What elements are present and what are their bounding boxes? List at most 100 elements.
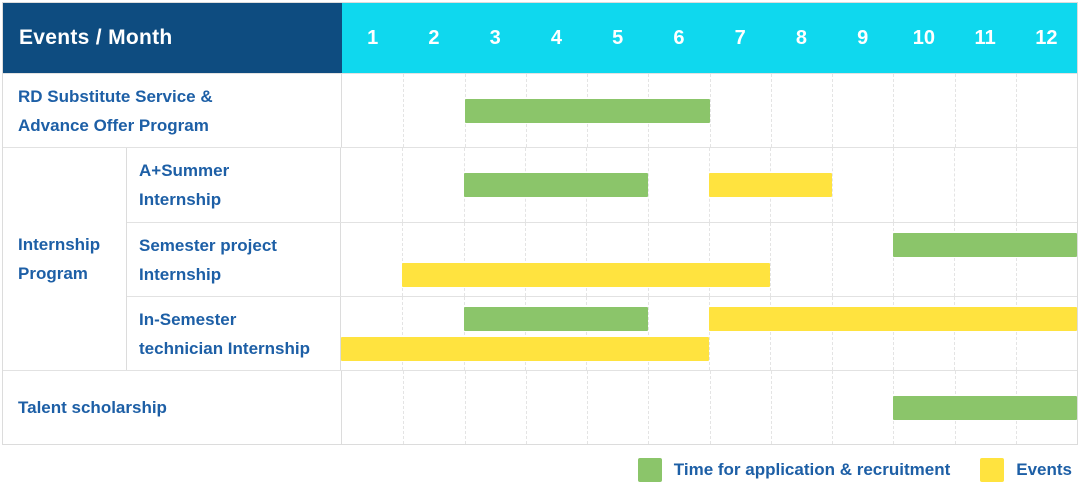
month-gridline — [893, 223, 894, 296]
bar-events — [402, 263, 771, 287]
month-gridline — [586, 297, 588, 370]
month-gridline — [1015, 223, 1017, 296]
group-label-line: Internship — [18, 235, 101, 254]
page-title: Events / Month — [19, 26, 173, 49]
legend-label-application-recruitment: Time for application & recruitment — [673, 460, 951, 479]
bar-events — [709, 173, 832, 197]
month-gridline — [464, 371, 466, 444]
month-gridline — [954, 148, 956, 222]
yellow-swatch-icon — [980, 458, 1005, 482]
month-gridline — [893, 74, 895, 147]
month-label: 2 — [428, 26, 440, 49]
row-label-a-plus-summer: A+Summer Internship — [127, 148, 341, 222]
legend-item-application-recruitment: Time for application & recruitment — [637, 458, 951, 482]
row-label-line: In-Semester — [139, 309, 237, 329]
row-label-line: Talent scholarship — [18, 398, 167, 417]
month-gridline — [1015, 74, 1017, 147]
bar-application-recruitment — [893, 396, 1077, 420]
bar-application-recruitment — [463, 307, 648, 331]
month-gridline — [770, 297, 772, 370]
month-gridline — [403, 371, 405, 444]
month-gridline — [893, 297, 894, 370]
month-gridline — [954, 223, 956, 296]
month-gridline — [893, 148, 894, 222]
group-label-line: Program — [18, 264, 88, 283]
group-label-internship-program: Internship Program — [3, 148, 127, 370]
row-label-line: A+Summer — [139, 161, 230, 180]
header-row: Events / Month 1 2 3 4 5 6 7 8 9 10 11 12 — [3, 3, 1077, 73]
month-gridline — [402, 297, 404, 370]
month-gridline — [831, 297, 833, 370]
month-gridline — [586, 223, 588, 296]
month-gridline — [954, 297, 956, 370]
month-gridline — [402, 223, 404, 296]
bar-events — [341, 337, 709, 361]
months-header: 1 2 3 4 5 6 7 8 9 10 11 12 — [342, 3, 1077, 73]
month-gridline — [831, 223, 833, 296]
month-gridline — [525, 371, 527, 444]
row-chart-semester-project — [341, 223, 1077, 296]
events-month-header-cell: Events / Month — [3, 3, 342, 73]
month-label: 11 — [974, 26, 996, 49]
row-a-plus-summer: A+Summer Internship — [127, 148, 1077, 222]
month-gridline — [770, 223, 772, 296]
month-gridline — [525, 223, 526, 296]
month-label: 9 — [857, 26, 869, 49]
month-gridline — [832, 74, 833, 147]
month-gridline — [832, 371, 833, 444]
green-swatch-icon — [637, 458, 662, 482]
month-label: 6 — [673, 26, 685, 49]
legend-item-events: Events — [980, 458, 1072, 482]
row-label-line: technician Internship — [139, 338, 310, 358]
row-label-line: Semester project — [139, 235, 277, 255]
row-semester-project: Semester project Internship — [127, 222, 1077, 296]
row-rd-substitute: RD Substitute Service & Advance Offer Pr… — [3, 73, 1077, 147]
month-gridline — [648, 371, 650, 444]
row-chart-talent-scholarship — [342, 371, 1077, 444]
month-gridline — [954, 74, 956, 147]
month-gridline — [402, 148, 404, 222]
row-label-line: RD Substitute Service & — [18, 86, 213, 106]
bar-events — [709, 307, 1077, 331]
internship-program-rows: A+Summer Internship Semester project Int… — [127, 148, 1077, 370]
row-label-semester-project: Semester project Internship — [127, 223, 341, 296]
month-label: 10 — [912, 26, 935, 49]
bar-application-recruitment — [463, 173, 648, 197]
month-label: 3 — [489, 26, 501, 49]
row-label-line: Internship — [139, 190, 222, 209]
schedule-table: Events / Month 1 2 3 4 5 6 7 8 9 10 11 12 RD Substi… — [2, 2, 1078, 445]
legend-label-events: Events — [1016, 460, 1072, 479]
row-in-semester-technician: In-Semester technician Internship — [127, 296, 1077, 370]
month-gridline — [1015, 297, 1017, 370]
month-gridline — [647, 223, 649, 296]
row-label-talent-scholarship: Talent scholarship — [3, 371, 342, 444]
bar-application-recruitment — [464, 99, 710, 123]
month-gridline — [647, 297, 649, 370]
month-gridline — [709, 223, 710, 296]
month-gridline — [463, 297, 465, 370]
row-label-line: Advance Offer Program — [18, 115, 209, 135]
month-gridline — [709, 371, 711, 444]
month-label: 12 — [1035, 26, 1058, 49]
month-label: 4 — [550, 26, 562, 49]
month-gridline — [831, 148, 833, 222]
bar-application-recruitment — [893, 233, 1077, 257]
month-label: 5 — [612, 26, 624, 49]
row-chart-a-plus-summer — [341, 148, 1077, 222]
row-label-in-semester-technician: In-Semester technician Internship — [127, 297, 341, 370]
month-gridline — [525, 297, 526, 370]
month-label: 7 — [734, 26, 746, 49]
row-label-rd-substitute: RD Substitute Service & Advance Offer Pr… — [3, 74, 342, 147]
legend: Time for application & recruitment Event… — [637, 458, 1072, 482]
month-label: 8 — [795, 26, 807, 49]
row-label-line: Internship — [139, 264, 222, 284]
month-gridline — [647, 148, 649, 222]
month-gridline — [770, 371, 772, 444]
month-gridline — [709, 74, 711, 147]
month-gridline — [587, 371, 588, 444]
month-gridline — [463, 223, 465, 296]
month-gridline — [403, 74, 405, 147]
month-gridline — [709, 297, 710, 370]
month-label: 1 — [367, 26, 379, 49]
